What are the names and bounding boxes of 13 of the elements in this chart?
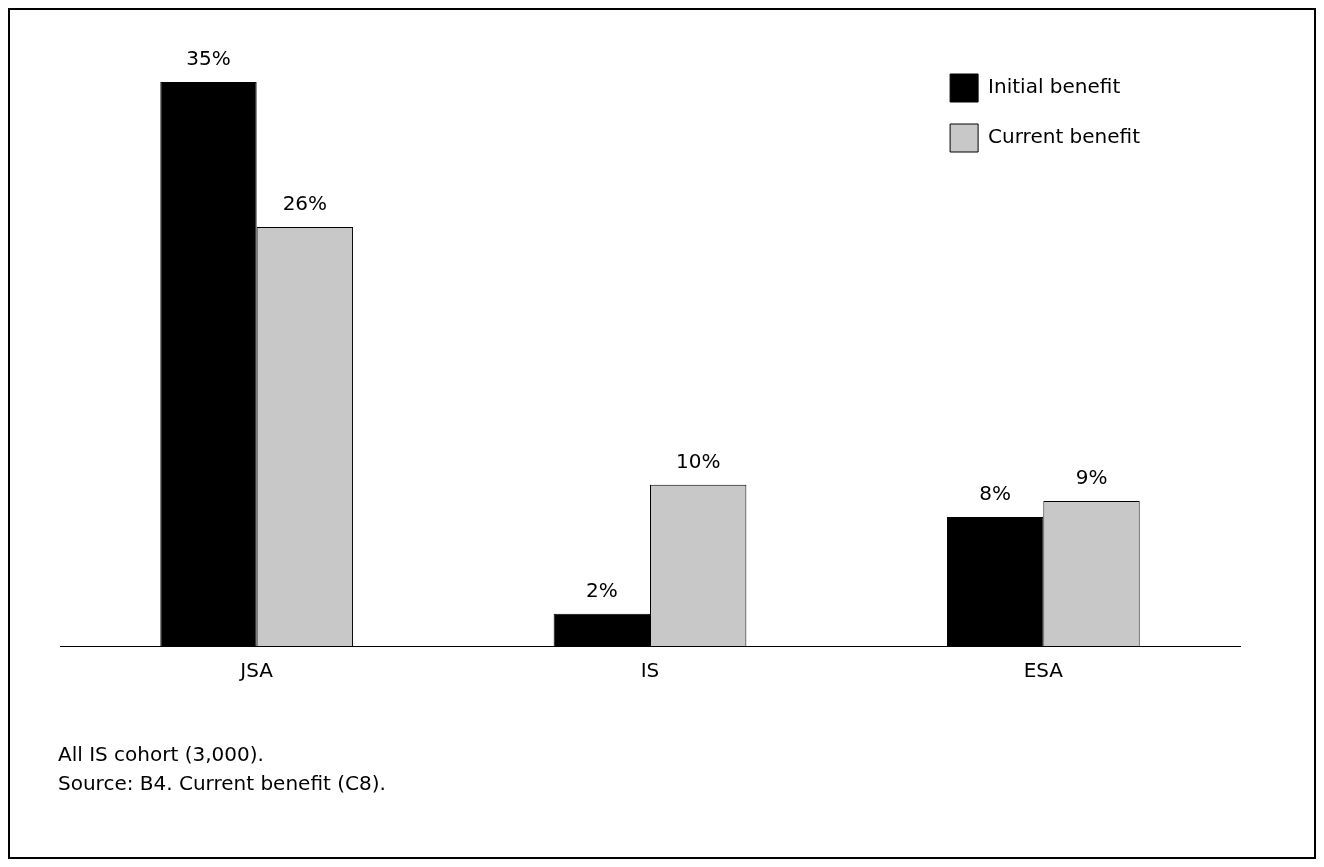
data-label: 10%: [675, 449, 721, 474]
x-tick-label: ESA: [1023, 658, 1064, 683]
data-label: 35%: [186, 46, 231, 71]
text: All IS cohort (3,000).: [58, 741, 265, 768]
data-label: 26%: [282, 191, 328, 216]
x-tick-label: JSA: [238, 658, 274, 683]
legend-label: Initial benefit: [988, 74, 1121, 99]
data-label: 2%: [585, 577, 618, 602]
source-note: Source: B4. Current benefit (C8).: [58, 770, 386, 797]
data-label: 9%: [1075, 465, 1108, 490]
legend-label: Current benefit: [988, 124, 1141, 149]
x-tick-label: IS: [640, 658, 660, 683]
data-label: 8%: [979, 481, 1012, 506]
